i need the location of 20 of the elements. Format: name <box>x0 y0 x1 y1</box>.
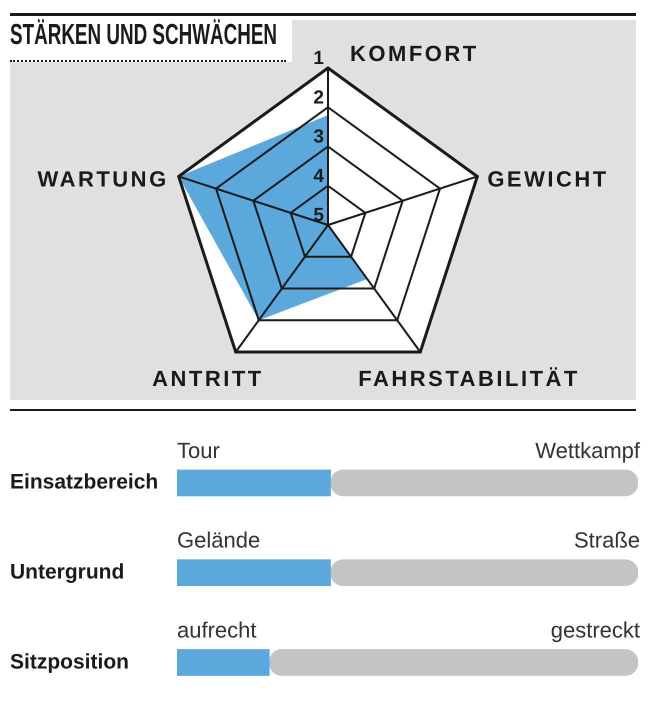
annotation: Straße <box>574 528 640 553</box>
y-tick-label: 4 <box>313 166 324 187</box>
annotation: gestreckt <box>550 618 640 642</box>
y-tick-label: 5 <box>313 205 324 226</box>
spoke-label: WARTUNG <box>38 166 169 192</box>
y-tick-label: Untergrund <box>10 560 124 584</box>
annotation: Tour <box>177 438 220 463</box>
spoke-label: GEWICHT <box>487 166 609 192</box>
chart-title: STÄRKEN UND SCHWÄCHEN <box>10 18 278 53</box>
spoke-label: ANTRITT <box>152 366 264 392</box>
y-tick-label: Sitzposition <box>10 650 129 674</box>
spoke-label: FAHRSTABILITÄT <box>358 366 580 392</box>
y-tick-label: 1 <box>313 48 324 69</box>
y-tick-label: 3 <box>313 126 324 148</box>
annotation: aufrecht <box>177 618 256 642</box>
spoke-label: KOMFORT <box>350 41 479 66</box>
y-tick-label: 2 <box>313 87 324 108</box>
y-tick-label: Einsatzbereich <box>10 470 158 494</box>
annotation: Gelände <box>177 528 260 553</box>
annotation: Wettkampf <box>535 438 641 463</box>
